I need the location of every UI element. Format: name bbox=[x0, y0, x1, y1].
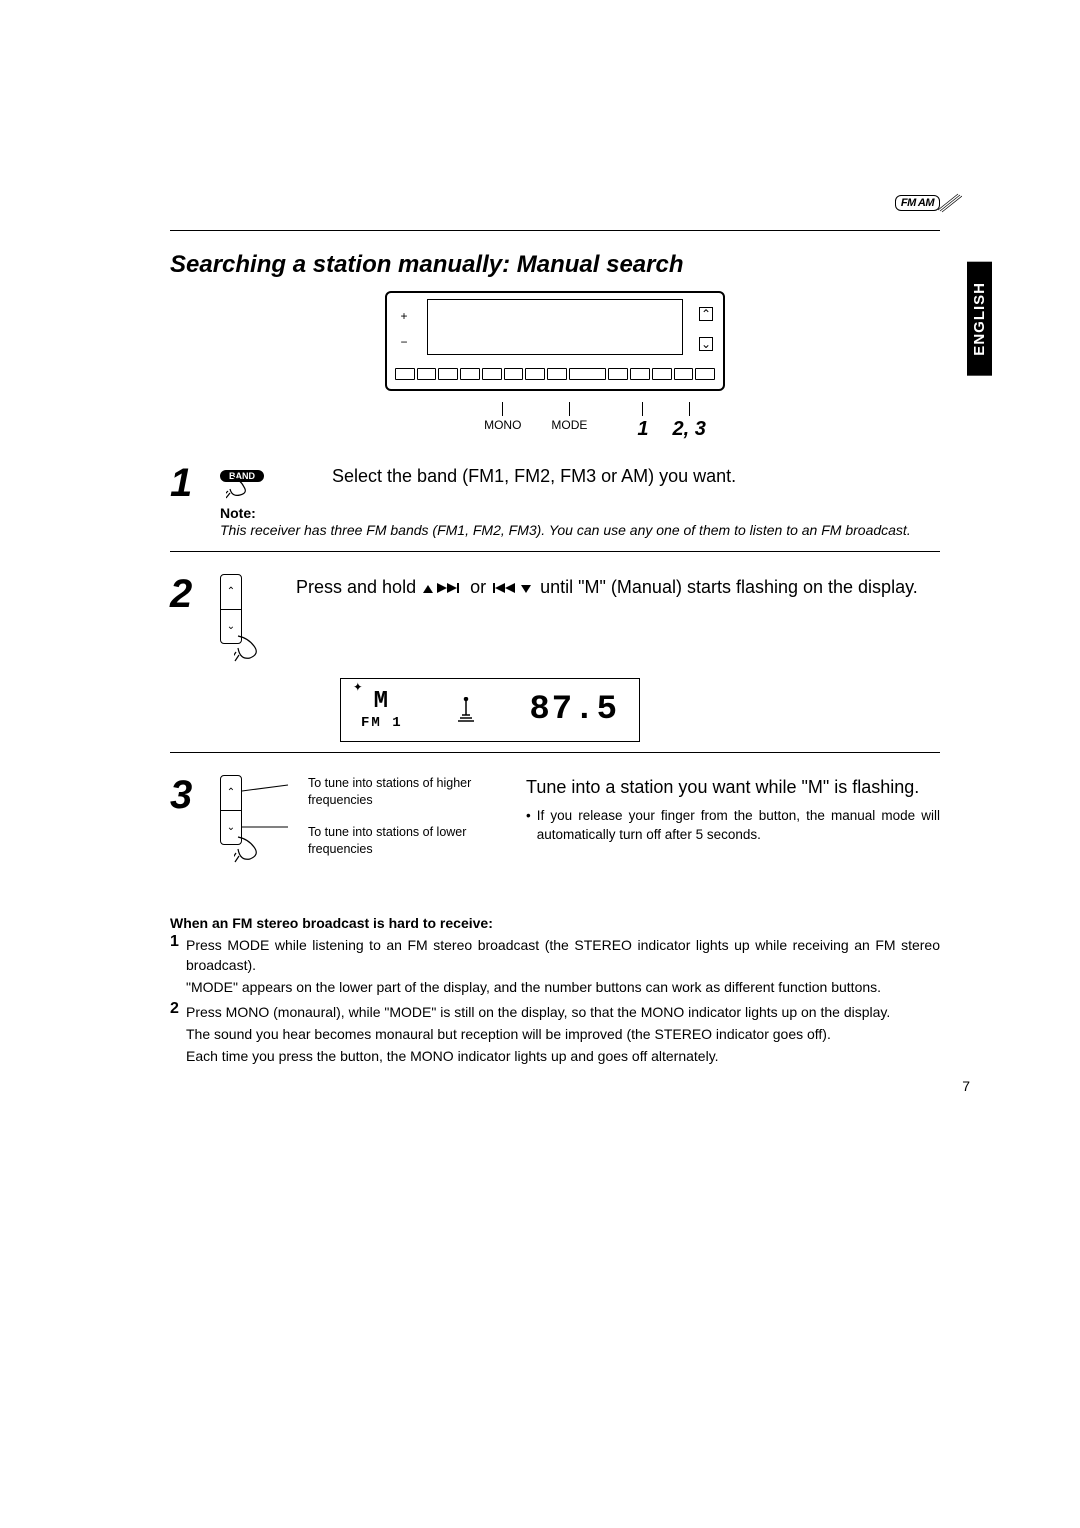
step-2-text: Press and hold or until "M" (Manual) sta… bbox=[296, 574, 940, 664]
step2-text-c: until "M" (Manual) starts flashing on th… bbox=[540, 577, 918, 597]
item-1a: Press MODE while listening to an FM ster… bbox=[186, 935, 940, 976]
annot-23: 2, 3 bbox=[673, 418, 706, 441]
step-1: 1 BAND Select the band (FM1, FM2, FM3 or… bbox=[170, 463, 940, 541]
finger-press-icon bbox=[234, 835, 266, 865]
page: FM AM ENGLISH Searching a station manual… bbox=[170, 200, 940, 1066]
mode-label: MODE bbox=[551, 418, 587, 432]
display-frequency: 87.5 bbox=[529, 691, 619, 729]
plus-icon: + bbox=[397, 309, 411, 323]
step-separator-1 bbox=[170, 551, 940, 552]
device-outline: + − ⌃ ⌄ bbox=[385, 291, 725, 391]
step-3-bullet: • If you release your finger from the bu… bbox=[526, 806, 940, 845]
header-rule bbox=[170, 230, 940, 231]
device-display bbox=[427, 299, 683, 355]
rocker-press-graphic: ⌃ ⌄ bbox=[220, 574, 266, 664]
item-2c: Each time you press the button, the MONO… bbox=[186, 1046, 940, 1066]
annotation-row: MONO MODE 1 2, 3 bbox=[170, 402, 940, 441]
finger-press-icon bbox=[234, 634, 266, 664]
display-m: M bbox=[361, 688, 403, 715]
rocker-up-icon: ⌃ bbox=[221, 575, 241, 609]
minus-icon: − bbox=[397, 335, 411, 349]
up-seek-forward-icon bbox=[421, 581, 465, 595]
step-3: 3 ⌃ ⌄ To tune in bbox=[170, 775, 940, 895]
item-2-number: 2 bbox=[170, 1000, 182, 1067]
step-1-row: BAND Select the band (FM1, FM2, FM3 or A… bbox=[220, 463, 940, 489]
device-figure: + − ⌃ ⌄ MONO MODE 1 2, 3 bbox=[170, 291, 940, 441]
step-3-bullet-text: If you release your finger from the butt… bbox=[537, 806, 940, 845]
language-tab: ENGLISH bbox=[967, 262, 992, 376]
lower-freq-label: To tune into stations of lower frequenci… bbox=[308, 824, 508, 859]
step-2-number: 2 bbox=[170, 574, 210, 614]
step2-text-a: Press and hold bbox=[296, 577, 421, 597]
step-separator-2 bbox=[170, 752, 940, 753]
step2-text-b: or bbox=[470, 577, 491, 597]
bullet-dot: • bbox=[526, 806, 531, 845]
badge-text: FM AM bbox=[901, 197, 934, 209]
note-text: This receiver has three FM bands (FM1, F… bbox=[220, 521, 940, 541]
language-text: ENGLISH bbox=[971, 282, 988, 356]
bottom-item-2: 2 Press MONO (monaural), while "MODE" is… bbox=[170, 1000, 940, 1067]
finger-press-icon bbox=[226, 475, 256, 499]
antenna-icon bbox=[452, 697, 480, 723]
step-1-text: Select the band (FM1, FM2, FM3 or AM) yo… bbox=[332, 463, 736, 489]
note-label: Note: bbox=[220, 505, 940, 521]
down-chevron-icon: ⌄ bbox=[699, 337, 713, 351]
item-2b: The sound you hear becomes monaural but … bbox=[186, 1024, 940, 1044]
step-3-number: 3 bbox=[170, 775, 210, 815]
step-3-main: Tune into a station you want while "M" i… bbox=[526, 775, 940, 800]
step-1-number: 1 bbox=[170, 463, 210, 503]
up-chevron-icon: ⌃ bbox=[699, 307, 713, 321]
seek-back-down-icon bbox=[491, 581, 535, 595]
bottom-subhead: When an FM stereo broadcast is hard to r… bbox=[170, 915, 940, 931]
display-fm: FM 1 bbox=[361, 715, 403, 731]
fm-am-badge: FM AM bbox=[895, 195, 940, 211]
step-2: 2 ⌃ ⌄ Press and hold or until "M" (Manua… bbox=[170, 574, 940, 742]
freq-labels: To tune into stations of higher frequenc… bbox=[308, 775, 508, 895]
higher-freq-label: To tune into stations of higher frequenc… bbox=[308, 775, 508, 810]
page-number: 7 bbox=[962, 1078, 970, 1094]
section-heading: Searching a station manually: Manual sea… bbox=[170, 251, 940, 279]
annot-1: 1 bbox=[637, 418, 648, 441]
mono-label: MONO bbox=[484, 418, 521, 432]
radio-waves-icon bbox=[936, 192, 962, 214]
rocker-callout-graphic: ⌃ ⌄ bbox=[220, 775, 290, 895]
display-box: ✦ M FM 1 87.5 bbox=[340, 678, 640, 742]
button-row bbox=[395, 365, 715, 383]
item-1-number: 1 bbox=[170, 933, 182, 998]
item-1b: "MODE" appears on the lower part of the … bbox=[186, 977, 940, 997]
bottom-item-1: 1 Press MODE while listening to an FM st… bbox=[170, 933, 940, 998]
flash-icon: ✦ bbox=[353, 676, 363, 696]
item-2a: Press MONO (monaural), while "MODE" is s… bbox=[186, 1002, 940, 1022]
